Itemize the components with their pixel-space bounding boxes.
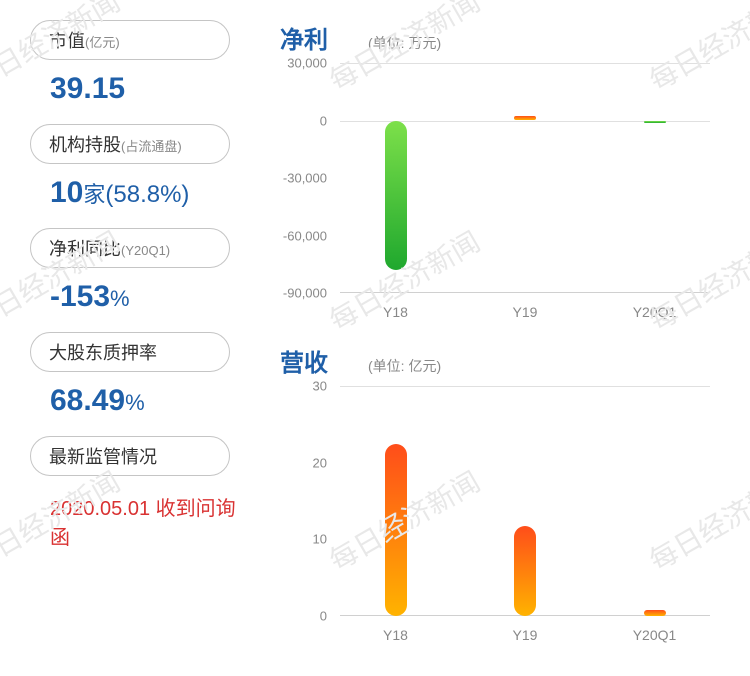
metric-label: 机构持股 <box>49 135 121 155</box>
chart-plot <box>340 63 710 293</box>
chart-area: 3020100Y18Y19Y20Q1 <box>270 386 710 646</box>
x-tick-label: Y20Q1 <box>633 627 677 643</box>
metric-label: 市值 <box>49 31 85 51</box>
metric-label: 大股东质押率 <box>49 343 157 363</box>
y-tick-label: 30 <box>313 379 327 394</box>
metric-sublabel: (占流通盘) <box>121 139 182 154</box>
chart-bar <box>385 444 407 617</box>
y-tick-label: -60,000 <box>283 228 327 243</box>
y-tick-label: 10 <box>313 532 327 547</box>
y-tick-label: 0 <box>320 609 327 624</box>
y-axis-labels: 30,0000-30,000-60,000-90,000 <box>270 63 335 323</box>
metric-sublabel: (亿元) <box>85 35 120 50</box>
y-tick-label: 30,000 <box>287 56 327 71</box>
footer-notice: 2020.05.01 收到问询函 <box>50 492 245 550</box>
metric-label: 净利同比 <box>49 239 121 259</box>
metric-pill: 市值(亿元) <box>30 20 230 60</box>
x-axis-labels: Y18 Y19 Y20Q1 <box>340 621 710 646</box>
metric-pill: 大股东质押率 <box>30 332 230 372</box>
metrics-panel: 市值(亿元) 39.15 机构持股(占流通盘) 10家(58.8%) 净利同比(Y20Q… <box>0 0 260 676</box>
x-tick-label: Y19 <box>513 627 538 643</box>
gridline <box>340 386 710 387</box>
chart-title: 营收 <box>280 343 328 378</box>
chart-header: 净利 (单位: 万元) <box>280 20 720 55</box>
chart-title: 净利 <box>280 20 328 55</box>
metric-pill: 净利同比(Y20Q1) <box>30 228 230 268</box>
charts-panel: 净利 (单位: 万元) 30,000 0 -30,000 -60,000 -90,000 Y1… <box>260 0 750 676</box>
chart-plot <box>340 386 710 616</box>
y-tick-label: -90,000 <box>283 286 327 301</box>
chart-unit: (单位: 万元) <box>368 33 441 53</box>
y-tick-label: -30,000 <box>283 171 327 186</box>
chart-block: 净利 (单位: 万元) 30,000 0 -30,000 -60,000 -90,000 Y1… <box>270 20 720 323</box>
x-axis-labels: Y18 Y19 Y20Q1 <box>340 298 710 323</box>
metric-pill: 最新监管情况 <box>30 436 230 476</box>
y-tick-label: 0 <box>320 113 327 128</box>
y-axis-labels: 3020100 <box>270 386 335 646</box>
metric-value: 68.49% <box>50 384 245 418</box>
x-tick-label: Y18 <box>383 304 408 320</box>
metric-label: 最新监管情况 <box>49 447 157 467</box>
chart-bar <box>385 121 407 271</box>
chart-bar <box>644 121 666 123</box>
x-tick-label: Y20Q1 <box>633 304 677 320</box>
metric-value: 10家(58.8%) <box>50 176 245 210</box>
metric-pill: 机构持股(占流通盘) <box>30 124 230 164</box>
chart-block: 营收 (单位: 亿元) 30 20 10 0 Y18 Y19 Y20Q1 <box>270 343 720 646</box>
chart-bar <box>514 116 536 121</box>
gridline <box>340 63 710 64</box>
y-tick-label: 20 <box>313 455 327 470</box>
metric-value: -153% <box>50 280 245 314</box>
chart-bar <box>644 610 666 616</box>
chart-unit: (单位: 亿元) <box>368 356 441 376</box>
chart-area: 30,0000-30,000-60,000-90,000Y18Y19Y20Q1 <box>270 63 710 323</box>
x-tick-label: Y18 <box>383 627 408 643</box>
chart-header: 营收 (单位: 亿元) <box>280 343 720 378</box>
metric-value: 39.15 <box>50 72 245 106</box>
metric-sublabel: (Y20Q1) <box>121 243 170 258</box>
main-container: 市值(亿元) 39.15 机构持股(占流通盘) 10家(58.8%) 净利同比(Y20Q… <box>0 0 750 676</box>
x-tick-label: Y19 <box>513 304 538 320</box>
chart-bar <box>514 526 536 616</box>
